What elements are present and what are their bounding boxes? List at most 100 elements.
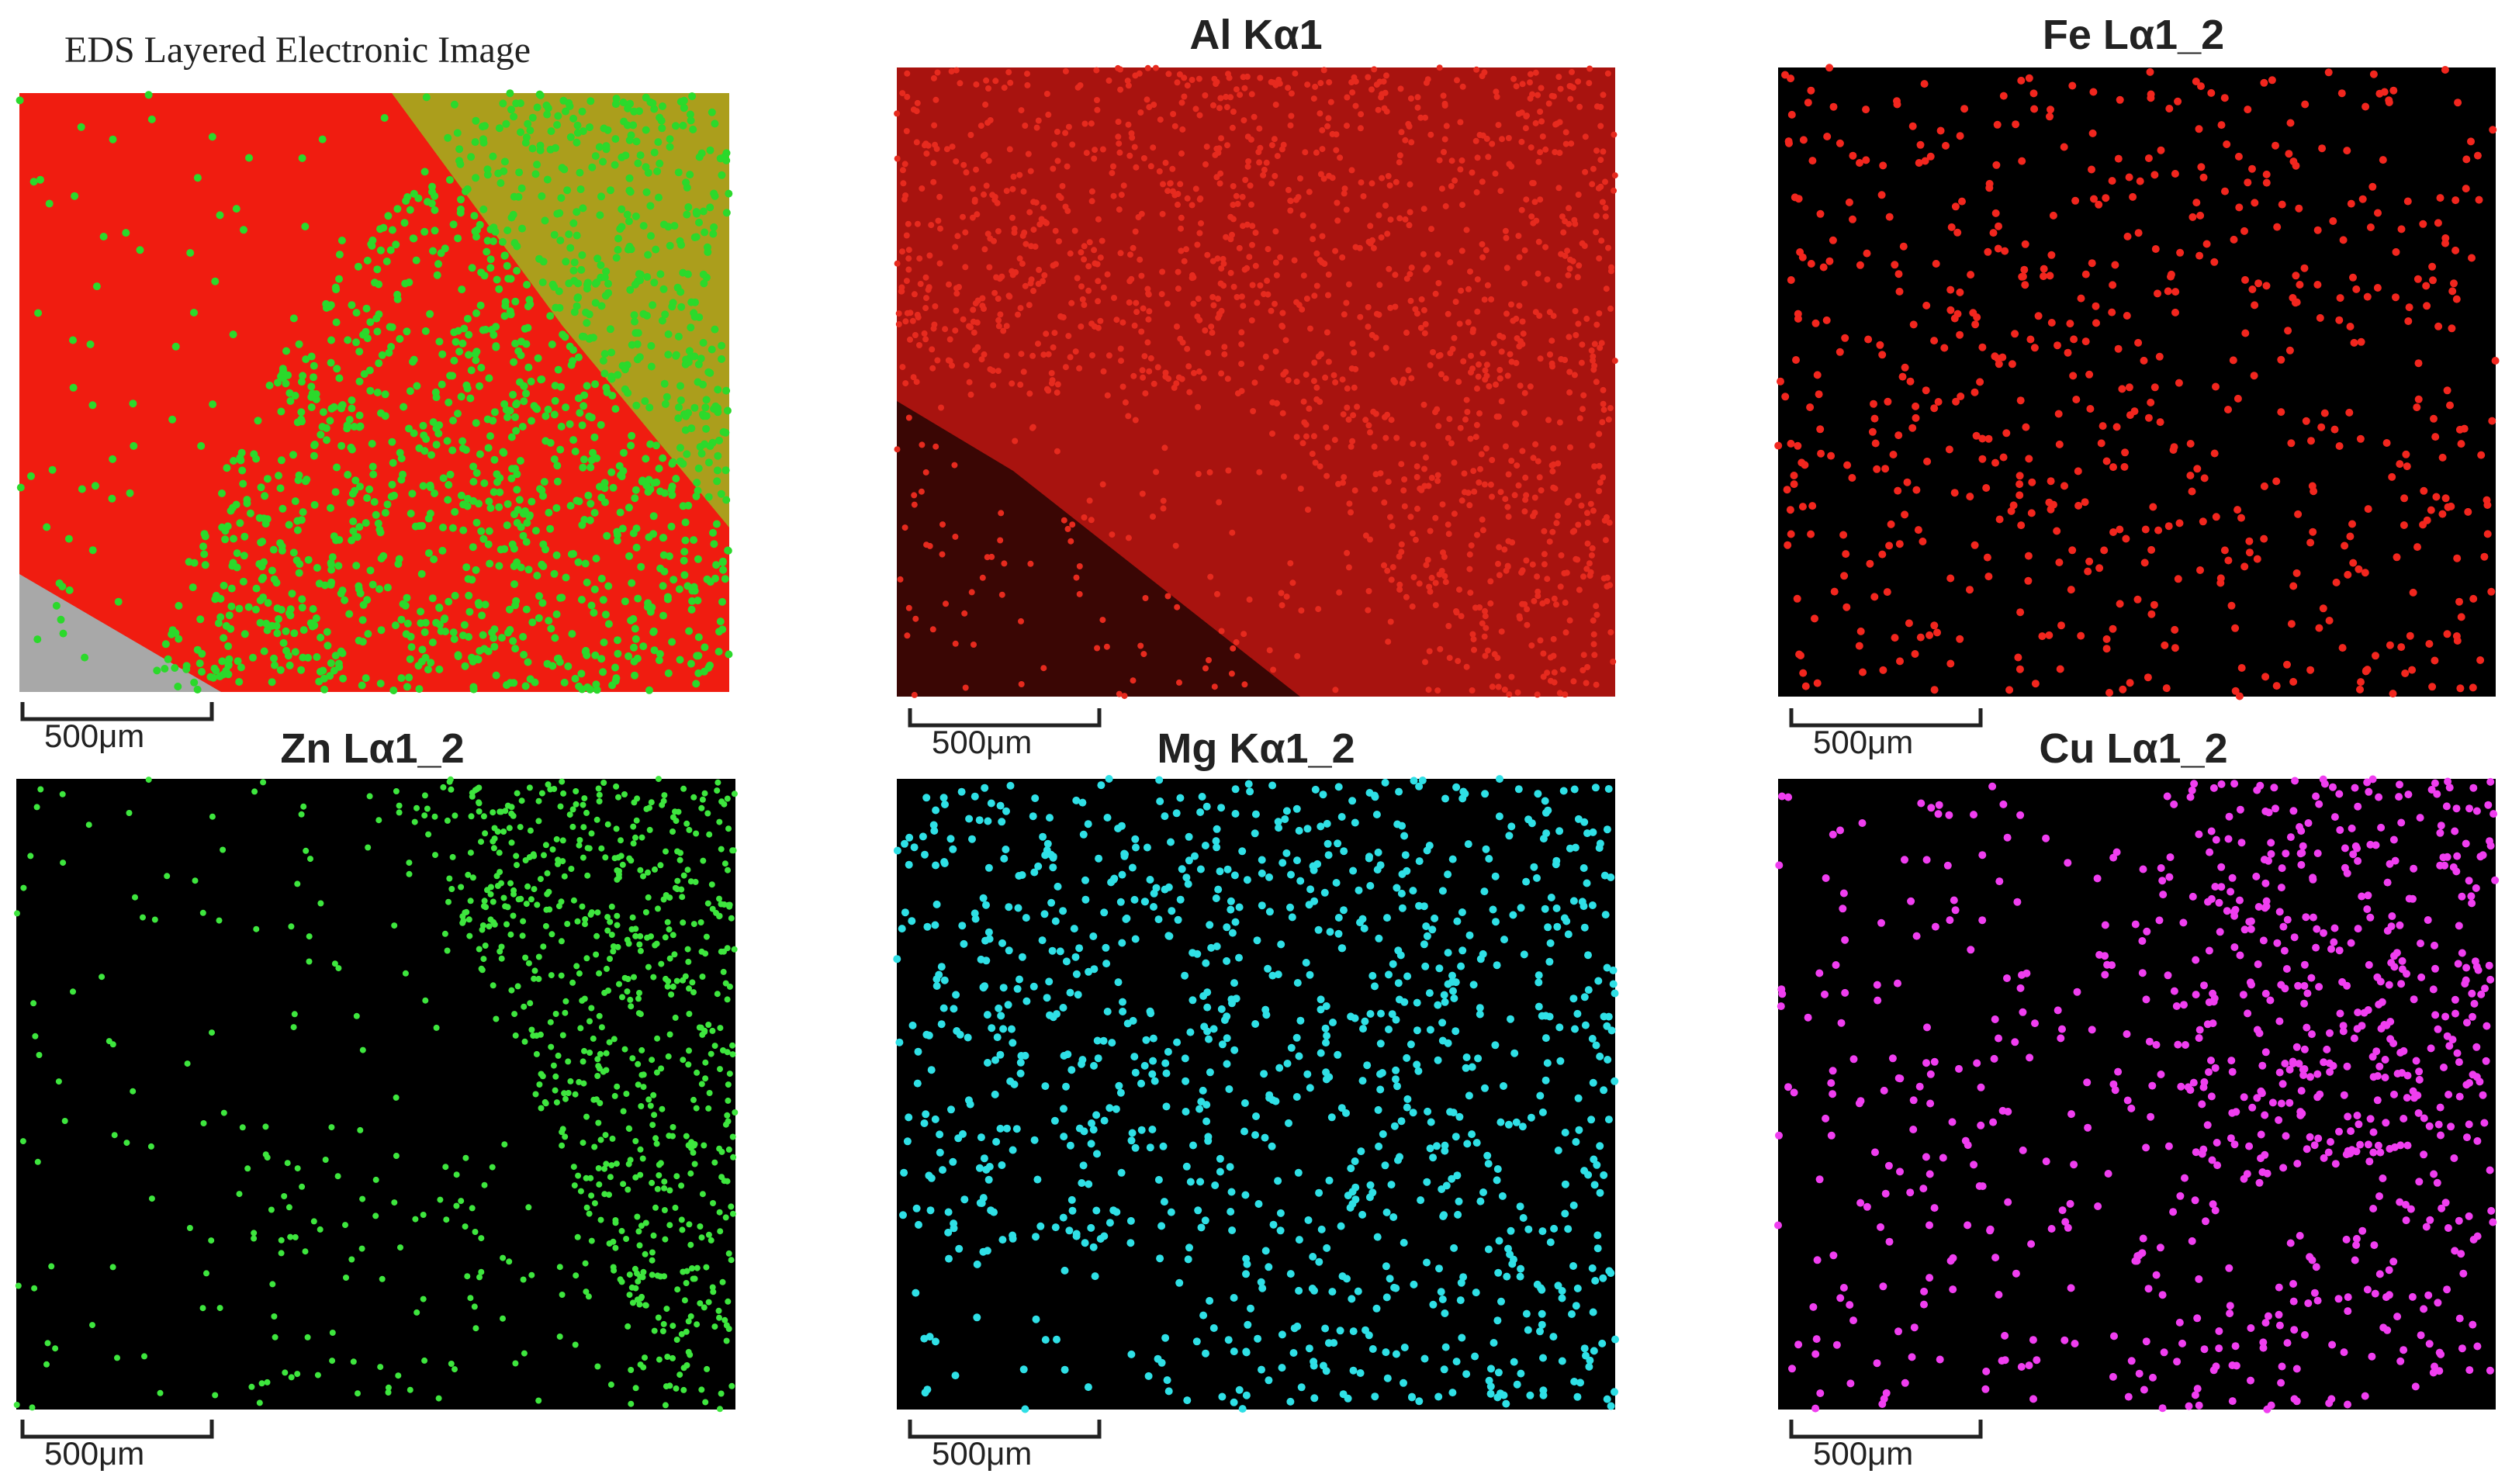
- element-dot: [233, 549, 241, 558]
- element-dot: [498, 634, 506, 642]
- element-dot: [2064, 348, 2072, 357]
- element-dot: [199, 909, 206, 916]
- scale-bar: [908, 708, 1102, 728]
- element-dot: [1551, 669, 1558, 676]
- element-dot: [687, 1313, 694, 1320]
- element-dot: [1351, 1157, 1359, 1165]
- element-dot: [1230, 283, 1237, 290]
- element-dot: [1508, 673, 1515, 680]
- element-dot: [1078, 249, 1085, 256]
- element-dot: [1533, 217, 1540, 224]
- element-dot: [1313, 250, 1320, 257]
- element-dot: [521, 1038, 528, 1045]
- element-dot: [697, 919, 704, 925]
- element-dot: [1211, 683, 1218, 690]
- element-dot: [467, 153, 476, 161]
- element-dot: [1019, 232, 1026, 239]
- element-dot: [656, 1172, 663, 1179]
- element-dot: [1403, 275, 1410, 282]
- element-dot: [2350, 338, 2358, 347]
- element-dot: [1389, 960, 1397, 968]
- element-dot: [355, 585, 363, 593]
- element-dot: [1385, 479, 1392, 486]
- element-dot: [1569, 68, 1575, 75]
- element-dot: [1787, 276, 1795, 284]
- element-dot: [538, 1071, 545, 1078]
- element-dot: [926, 542, 933, 549]
- element-dot: [648, 799, 655, 806]
- element-dot: [510, 358, 518, 366]
- element-dot: [1081, 514, 1088, 521]
- element-dot: [1423, 79, 1430, 86]
- element-dot: [1022, 914, 1030, 922]
- element-dot: [683, 1133, 690, 1140]
- element-dot: [509, 390, 517, 399]
- element-dot: [663, 393, 671, 401]
- gray-region: [19, 574, 221, 692]
- element-dot: [625, 136, 634, 144]
- element-dot: [552, 1087, 559, 1094]
- element-dot: [1214, 255, 1221, 262]
- element-dot: [1297, 486, 1304, 492]
- element-dot: [531, 886, 538, 893]
- element-dot: [664, 330, 673, 338]
- element-dot: [2154, 526, 2163, 534]
- element-dot: [1164, 188, 1171, 195]
- element-dot: [285, 1204, 292, 1211]
- element-dot: [65, 586, 74, 594]
- element-dot: [2283, 660, 2291, 669]
- element-dot: [952, 640, 959, 647]
- element-dot: [591, 651, 600, 659]
- element-dot: [1344, 404, 1351, 411]
- element-dot: [1099, 617, 1106, 624]
- element-dot: [568, 630, 576, 638]
- element-dot: [901, 161, 908, 168]
- element-dot: [278, 1250, 285, 1257]
- map-panel: [13, 776, 739, 1413]
- element-dot: [1807, 260, 1815, 268]
- element-dot: [1545, 100, 1552, 107]
- element-dot: [389, 458, 397, 467]
- element-dot: [1535, 270, 1541, 277]
- element-dot: [1368, 86, 1375, 93]
- element-dot: [1403, 593, 1410, 600]
- element-dot: [2324, 68, 2333, 77]
- element-dot: [631, 974, 637, 981]
- element-dot: [502, 119, 510, 128]
- element-dot: [706, 831, 713, 838]
- element-dot: [2088, 259, 2096, 268]
- element-dot: [1566, 205, 1572, 212]
- element-dot: [1271, 136, 1278, 143]
- element-dot: [555, 860, 561, 867]
- element-dot: [494, 828, 501, 835]
- element-dot: [508, 987, 515, 994]
- element-dot: [279, 504, 287, 513]
- element-dot: [1453, 608, 1459, 614]
- element-dot: [710, 1200, 716, 1206]
- element-dot: [995, 323, 1002, 330]
- element-dot: [1553, 601, 1559, 608]
- element-dot: [487, 916, 494, 923]
- element-dot: [1442, 579, 1449, 586]
- element-dot: [1481, 633, 1488, 640]
- element-dot: [1229, 529, 1236, 536]
- element-dot: [490, 982, 497, 989]
- element-dot: [632, 137, 641, 146]
- element-dot: [1503, 1272, 1511, 1281]
- element-dot: [997, 537, 1004, 544]
- element-dot: [1952, 397, 1960, 406]
- element-dot: [339, 674, 348, 683]
- element-dot: [141, 1353, 147, 1360]
- element-dot: [607, 956, 613, 962]
- element-dot: [721, 575, 729, 583]
- element-dot: [1538, 487, 1545, 494]
- element-dot: [1999, 92, 2008, 100]
- element-dot: [2343, 147, 2351, 155]
- element-dot: [556, 237, 565, 244]
- element-dot: [1186, 389, 1193, 396]
- element-dot: [401, 279, 410, 288]
- element-dot: [1905, 619, 1913, 628]
- element-dot: [1029, 352, 1036, 359]
- element-dot: [1062, 364, 1069, 371]
- element-dot: [274, 379, 282, 387]
